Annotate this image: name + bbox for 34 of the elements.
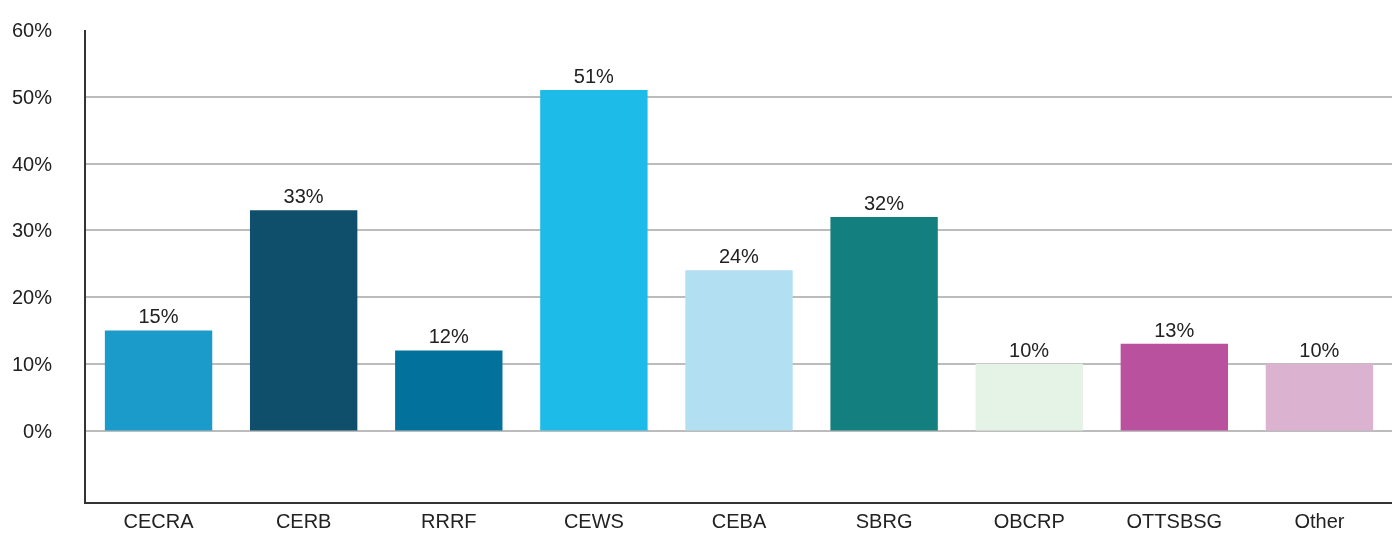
- bar: [104, 330, 213, 431]
- data-label: 12%: [428, 325, 469, 348]
- y-tick-label: 30%: [11, 219, 53, 242]
- data-label: 24%: [718, 245, 760, 268]
- bar: [1120, 343, 1229, 431]
- data-label: 33%: [283, 185, 324, 208]
- y-tick-label: 60%: [11, 19, 53, 41]
- x-tick-label: CEBA: [711, 510, 767, 532]
- data-label: 10%: [1299, 338, 1340, 361]
- bar: [1265, 363, 1374, 431]
- y-tick-label: 0%: [23, 419, 53, 442]
- x-tick-label: CERB: [275, 510, 332, 532]
- data-label: 15%: [138, 305, 179, 328]
- data-label: 13%: [1154, 318, 1195, 341]
- bar: [395, 350, 503, 431]
- bar: [249, 210, 358, 431]
- x-tick-label: OTTSBSG: [1126, 510, 1223, 532]
- x-tick-label: OBCRP: [993, 510, 1065, 532]
- y-tick-label: 50%: [11, 85, 53, 108]
- x-tick-label: Other: [1294, 510, 1345, 532]
- x-tick-label: CECRA: [123, 510, 195, 532]
- y-tick-label: 10%: [11, 352, 53, 375]
- data-label: 10%: [1009, 338, 1050, 361]
- y-tick-label: 20%: [11, 286, 53, 309]
- data-label: 32%: [863, 191, 905, 214]
- x-tick-label: RRRF: [421, 510, 477, 532]
- bar: [830, 216, 938, 431]
- bar: [540, 90, 648, 431]
- bar: [685, 270, 793, 431]
- x-tick-label: CEWS: [563, 510, 624, 532]
- bar: [975, 363, 1083, 431]
- data-label: 51%: [573, 65, 615, 88]
- x-tick-label: SBRG: [855, 510, 913, 532]
- y-tick-label: 40%: [11, 152, 53, 175]
